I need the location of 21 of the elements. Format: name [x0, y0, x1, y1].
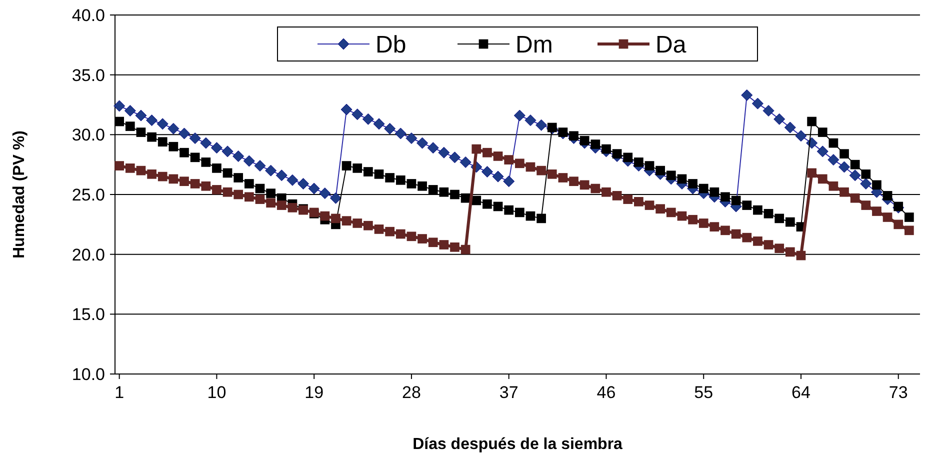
- x-tick-label: 28: [402, 383, 421, 402]
- y-tick-label: 10.0: [72, 364, 105, 384]
- y-tick-label: 20.0: [72, 245, 105, 264]
- y-tick-label: 40.0: [72, 6, 105, 25]
- x-tick-label: 55: [694, 383, 714, 402]
- x-tick-label: 1: [114, 383, 124, 402]
- y-tick-label: 15.0: [72, 305, 105, 324]
- legend-label: Dm: [516, 31, 553, 58]
- x-tick-label: 73: [888, 383, 908, 402]
- x-tick-label: 10: [207, 383, 226, 402]
- legend-label: Da: [656, 31, 687, 58]
- y-tick-label: 30.0: [72, 126, 105, 145]
- x-axis-title: Días después de la siembra: [412, 436, 623, 453]
- y-tick-label: 35.0: [72, 66, 105, 85]
- y-axis-title: Humedad (PV %): [11, 130, 28, 259]
- x-tick-label: 37: [499, 383, 518, 402]
- legend-label: Db: [376, 31, 406, 58]
- y-tick-label: 25.0: [72, 185, 105, 204]
- x-tick-label: 64: [792, 383, 810, 402]
- x-tick-label: 19: [304, 383, 324, 402]
- x-tick-label: 46: [596, 383, 616, 402]
